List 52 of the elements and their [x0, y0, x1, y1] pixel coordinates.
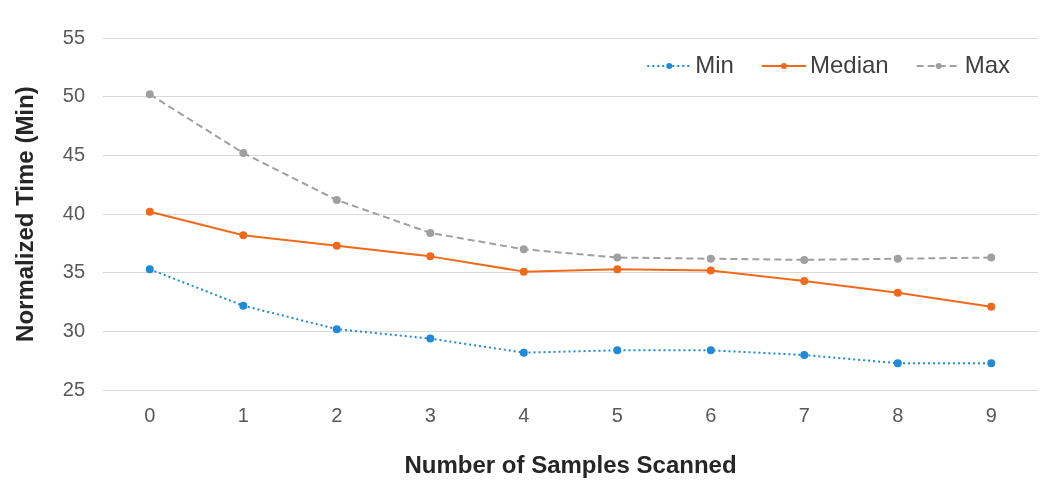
x-axis-title: Number of Samples Scanned [404, 451, 737, 479]
x-tick-label: 6 [705, 403, 717, 426]
point [145, 207, 154, 216]
point [519, 245, 528, 254]
x-tick-label: 4 [518, 403, 530, 426]
point [239, 149, 248, 158]
point [332, 241, 341, 250]
x-tick-label: 5 [611, 403, 623, 426]
y-tick-label: 40 [62, 201, 86, 224]
point [987, 302, 996, 311]
point [706, 266, 715, 275]
legend-label: Min [695, 50, 734, 78]
x-tick-label: 0 [144, 403, 156, 426]
point [519, 348, 528, 357]
point [145, 90, 154, 99]
point [800, 255, 809, 264]
point [332, 325, 341, 334]
x-tick-label: 9 [985, 403, 997, 426]
y-tick-label: 50 [62, 84, 86, 107]
point [426, 228, 435, 237]
point [239, 231, 248, 240]
point [706, 254, 715, 263]
legend-label: Max [964, 50, 1010, 78]
x-tick-label: 8 [892, 403, 904, 426]
point [613, 265, 622, 274]
point [706, 346, 715, 355]
x-tick-label: 2 [331, 403, 343, 426]
point [987, 359, 996, 368]
y-tick-label: 25 [62, 377, 86, 400]
point [800, 350, 809, 359]
legend-label: Median [809, 50, 889, 78]
point [332, 196, 341, 205]
x-tick-label: 7 [798, 403, 810, 426]
point [426, 252, 435, 261]
y-axis-title: Normalized Time (Min) [11, 86, 39, 342]
y-tick-label: 30 [62, 319, 86, 342]
point [519, 267, 528, 276]
y-tick-label: 55 [62, 25, 86, 48]
x-tick-label: 1 [237, 403, 249, 426]
y-tick-label: 45 [62, 142, 86, 165]
point [800, 277, 809, 286]
point [239, 301, 248, 310]
point [893, 359, 902, 368]
point [893, 288, 902, 297]
point [426, 334, 435, 343]
point [613, 253, 622, 262]
point [987, 253, 996, 262]
point [145, 265, 154, 274]
point [613, 346, 622, 355]
y-tick-label: 35 [62, 260, 86, 283]
x-tick-label: 3 [424, 403, 436, 426]
point [893, 254, 902, 263]
